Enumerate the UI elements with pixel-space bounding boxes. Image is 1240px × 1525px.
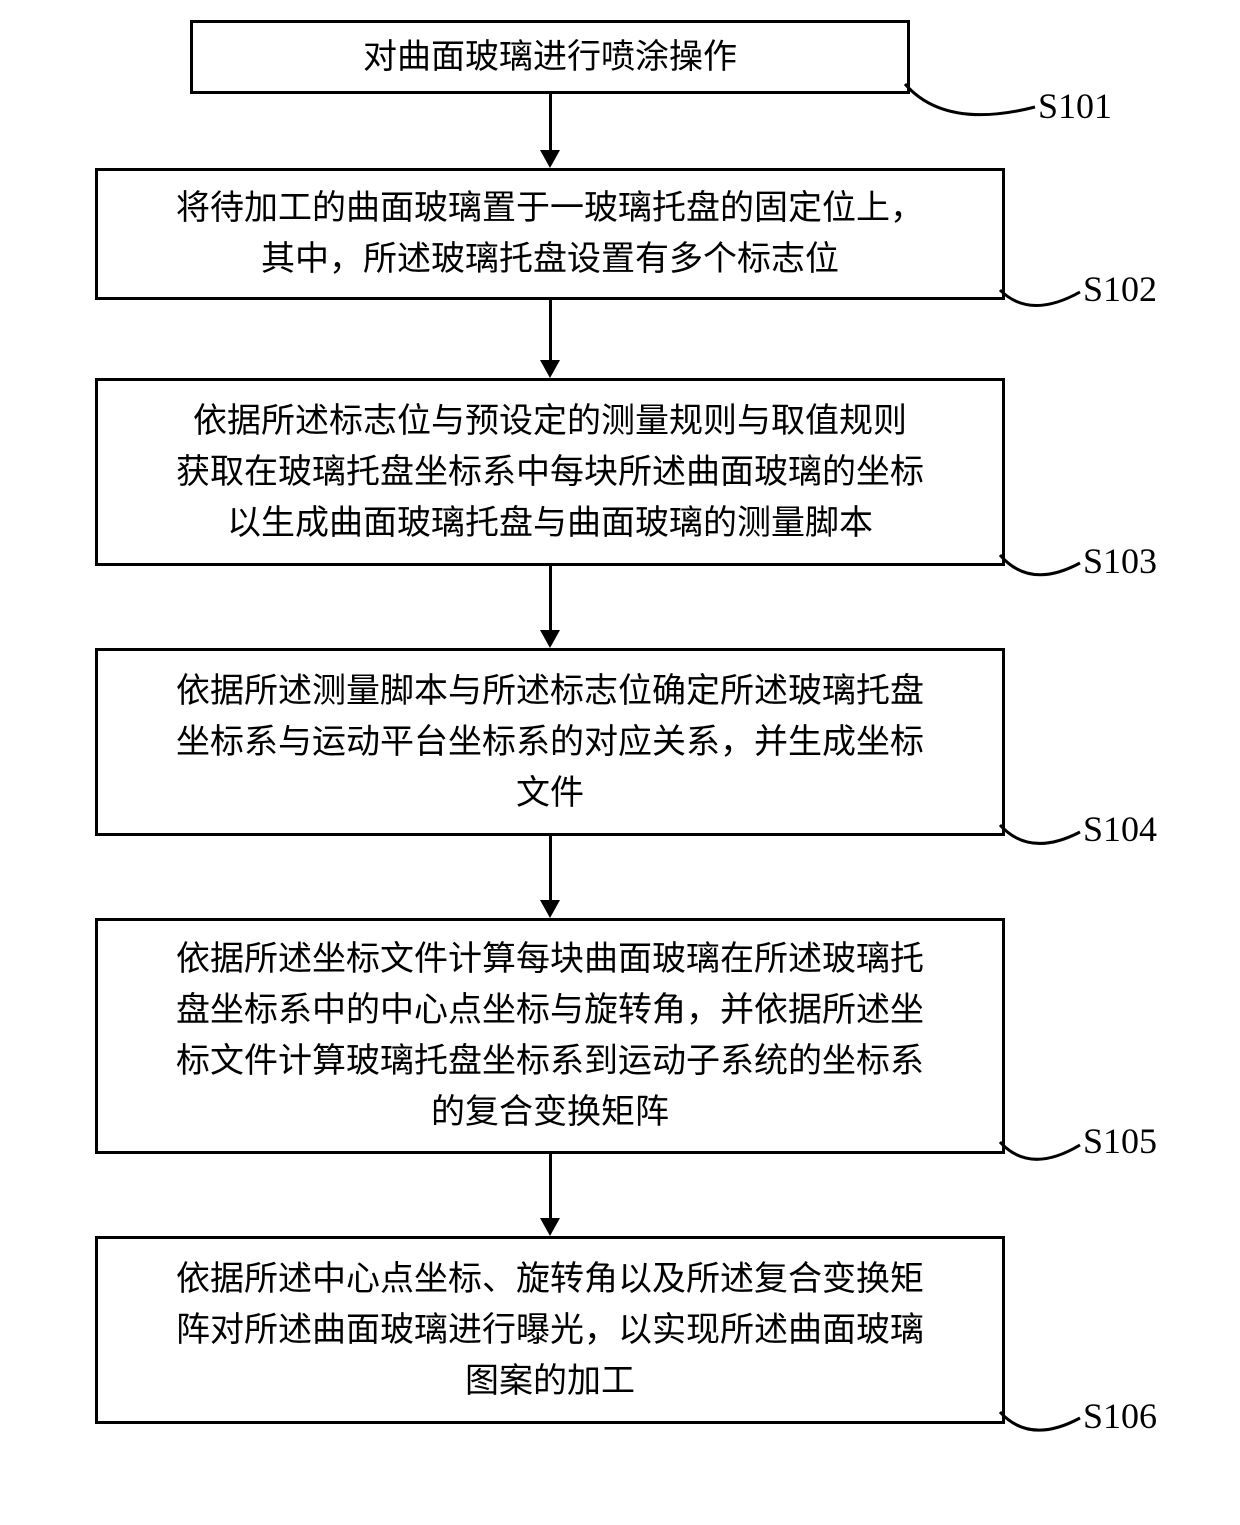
flow-node-text: 将待加工的曲面玻璃置于一玻璃托盘的固定位上，其中，所述玻璃托盘设置有多个标志位 bbox=[176, 183, 924, 285]
arrow-head-icon bbox=[540, 1218, 560, 1236]
flow-node-s104: 依据所述测量脚本与所述标志位确定所述玻璃托盘坐标系与运动平台坐标系的对应关系，并… bbox=[95, 648, 1005, 836]
arrow-head-icon bbox=[540, 900, 560, 918]
flow-node-text: 依据所述标志位与预设定的测量规则与取值规则获取在玻璃托盘坐标系中每块所述曲面玻璃… bbox=[176, 396, 924, 549]
flow-node-s102: 将待加工的曲面玻璃置于一玻璃托盘的固定位上，其中，所述玻璃托盘设置有多个标志位 bbox=[95, 168, 1005, 300]
step-label-s104: S104 bbox=[1083, 808, 1157, 850]
arrow-s104-s105 bbox=[549, 836, 552, 900]
arrow-s103-s104 bbox=[549, 566, 552, 630]
flow-node-text: 依据所述测量脚本与所述标志位确定所述玻璃托盘坐标系与运动平台坐标系的对应关系，并… bbox=[176, 666, 924, 819]
step-label-s103: S103 bbox=[1083, 540, 1157, 582]
arrow-s105-s106 bbox=[549, 1154, 552, 1218]
arrow-s101-s102 bbox=[549, 94, 552, 150]
arrow-head-icon bbox=[540, 630, 560, 648]
flow-node-s101: 对曲面玻璃进行喷涂操作 bbox=[190, 20, 910, 94]
step-label-s101: S101 bbox=[1038, 85, 1112, 127]
step-label-s106: S106 bbox=[1083, 1395, 1157, 1437]
step-label-s102: S102 bbox=[1083, 268, 1157, 310]
arrow-head-icon bbox=[540, 150, 560, 168]
flow-node-text: 对曲面玻璃进行喷涂操作 bbox=[363, 32, 737, 83]
arrow-s102-s103 bbox=[549, 300, 552, 360]
flow-node-text: 依据所述坐标文件计算每块曲面玻璃在所述玻璃托盘坐标系中的中心点坐标与旋转角，并依… bbox=[176, 934, 924, 1138]
flowchart-canvas: 对曲面玻璃进行喷涂操作 将待加工的曲面玻璃置于一玻璃托盘的固定位上，其中，所述玻… bbox=[0, 0, 1240, 1525]
step-label-s105: S105 bbox=[1083, 1120, 1157, 1162]
flow-node-s106: 依据所述中心点坐标、旋转角以及所述复合变换矩阵对所述曲面玻璃进行曝光，以实现所述… bbox=[95, 1236, 1005, 1424]
flow-node-text: 依据所述中心点坐标、旋转角以及所述复合变换矩阵对所述曲面玻璃进行曝光，以实现所述… bbox=[176, 1254, 924, 1407]
flow-node-s103: 依据所述标志位与预设定的测量规则与取值规则获取在玻璃托盘坐标系中每块所述曲面玻璃… bbox=[95, 378, 1005, 566]
arrow-head-icon bbox=[540, 360, 560, 378]
flow-node-s105: 依据所述坐标文件计算每块曲面玻璃在所述玻璃托盘坐标系中的中心点坐标与旋转角，并依… bbox=[95, 918, 1005, 1154]
